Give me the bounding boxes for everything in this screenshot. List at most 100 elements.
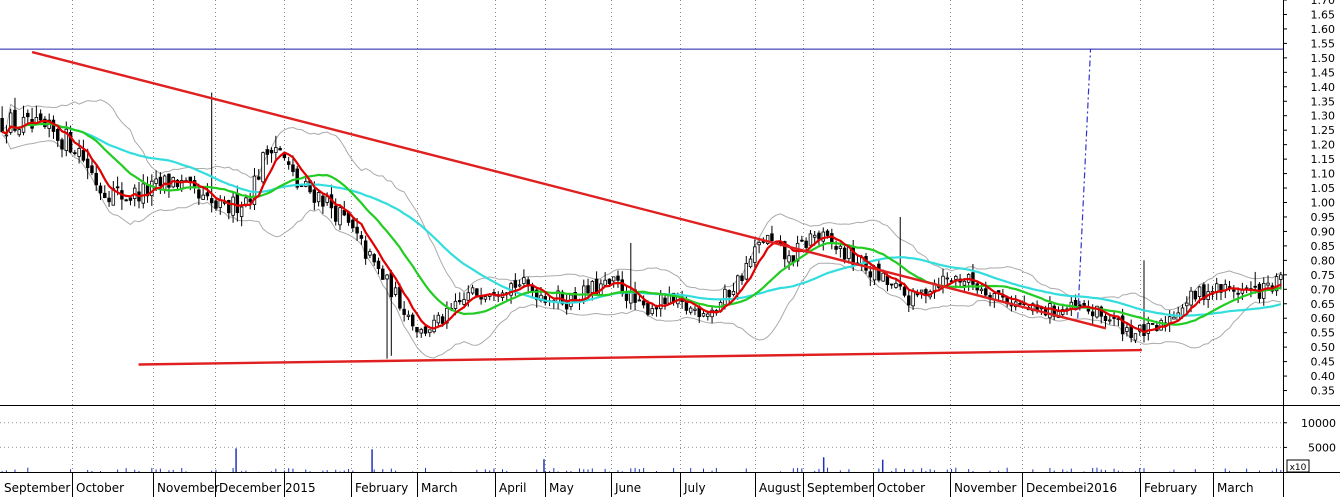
candle-body (740, 275, 744, 282)
candle-body (1112, 317, 1116, 319)
price-tick-label: 1.70 (1311, 0, 1336, 7)
ma-long-line (1, 122, 1282, 317)
candle-body (73, 152, 77, 155)
candle-body (1197, 286, 1202, 298)
candle-body (483, 296, 488, 300)
candle-body (115, 186, 120, 189)
volume-unit-label: x10 (1290, 463, 1307, 473)
candle-body (291, 164, 295, 172)
candle-body (654, 307, 659, 310)
candle-body (77, 148, 81, 157)
candle-body (706, 313, 710, 317)
candle-body (1266, 282, 1270, 286)
candle-body (1236, 292, 1240, 295)
candle-body (894, 282, 898, 288)
candle-body (590, 281, 595, 293)
candle-body (423, 326, 428, 334)
candle-body (17, 129, 21, 136)
candle-body (616, 275, 620, 281)
candle-body (804, 240, 808, 248)
candle-body (355, 226, 359, 234)
candle-body (453, 300, 458, 309)
month-label: February (1144, 481, 1197, 495)
candle-body (919, 289, 924, 293)
candle-body (783, 241, 787, 260)
candle-body (351, 219, 355, 229)
price-candles (0, 92, 1283, 359)
candle-body (812, 234, 817, 238)
candle-body (252, 175, 257, 206)
candle-body (312, 189, 317, 203)
candle-body (1189, 290, 1193, 306)
candle-body (945, 277, 950, 280)
price-tick-label: 1.40 (1311, 81, 1336, 94)
grid (0, 0, 1283, 472)
candle-body (68, 132, 73, 153)
candle-body (650, 308, 654, 315)
candle-body (1082, 302, 1086, 306)
candle-body (436, 314, 441, 324)
candle-body (261, 152, 265, 183)
month-label: December 2015 (219, 481, 316, 495)
price-tick-label: 1.15 (1311, 153, 1336, 166)
candle-body (586, 285, 590, 294)
candle-body (1172, 316, 1176, 320)
price-tick-label: 1.05 (1311, 182, 1336, 195)
candle-body (393, 287, 398, 295)
candle-body (141, 183, 145, 204)
candle-body (94, 172, 98, 186)
candle-body (1103, 315, 1108, 321)
candle-body (26, 112, 30, 118)
volume-tick-label: 10000 (1301, 417, 1336, 430)
candle-body (979, 288, 984, 292)
month-label: November (954, 481, 1016, 495)
price-tick-label: 1.65 (1311, 8, 1336, 21)
price-tick-label: 0.45 (1311, 356, 1336, 369)
volume-bars (1, 448, 1282, 472)
candle-body (214, 200, 218, 209)
candle-body (376, 260, 381, 269)
price-axis: 0.35 0.400.45 0.500.55 0.600.65 0.700.75 0.80… (1283, 0, 1335, 398)
candle-body (8, 112, 13, 133)
candle-body (154, 178, 158, 184)
candle-body (842, 247, 847, 260)
candle-body (244, 197, 248, 205)
bollinger-bands (1, 99, 1282, 359)
candle-body (693, 308, 697, 311)
candle-body (1018, 302, 1022, 305)
month-label: July (683, 481, 706, 495)
candle-body (1193, 290, 1198, 300)
candle-body (269, 149, 274, 154)
price-tick-label: 1.30 (1311, 110, 1336, 123)
candle-body (637, 299, 642, 302)
candle-body (274, 147, 278, 153)
price-tick-label: 0.70 (1311, 283, 1336, 296)
candle-body (107, 197, 111, 203)
candle-body (1232, 289, 1236, 292)
candle-body (43, 118, 47, 128)
candle-body (368, 251, 372, 256)
price-tick-label: 0.95 (1311, 211, 1336, 224)
price-tick-label: 1.00 (1311, 197, 1336, 210)
candle-body (954, 275, 958, 280)
candle-body (834, 246, 838, 250)
price-tick-label: 0.50 (1311, 341, 1336, 354)
trendlines (0, 48, 1283, 366)
candle-body (1090, 311, 1095, 317)
candle-body (415, 326, 419, 333)
candle-body (1274, 276, 1279, 292)
month-label: October (76, 481, 124, 495)
month-label: Decembei2016 (1026, 481, 1117, 495)
candle-body (1180, 307, 1185, 316)
candle-body (209, 198, 214, 204)
candle-body (1279, 274, 1283, 280)
candle-body (757, 241, 761, 246)
candle-body (175, 179, 180, 188)
candle-body (218, 200, 222, 208)
candle-body (889, 283, 894, 286)
ma-mid-line (1, 122, 1282, 326)
candle-body (239, 206, 244, 217)
candle-body (85, 158, 90, 169)
candle-body (821, 231, 825, 242)
bollinger-upper (1, 99, 1282, 311)
